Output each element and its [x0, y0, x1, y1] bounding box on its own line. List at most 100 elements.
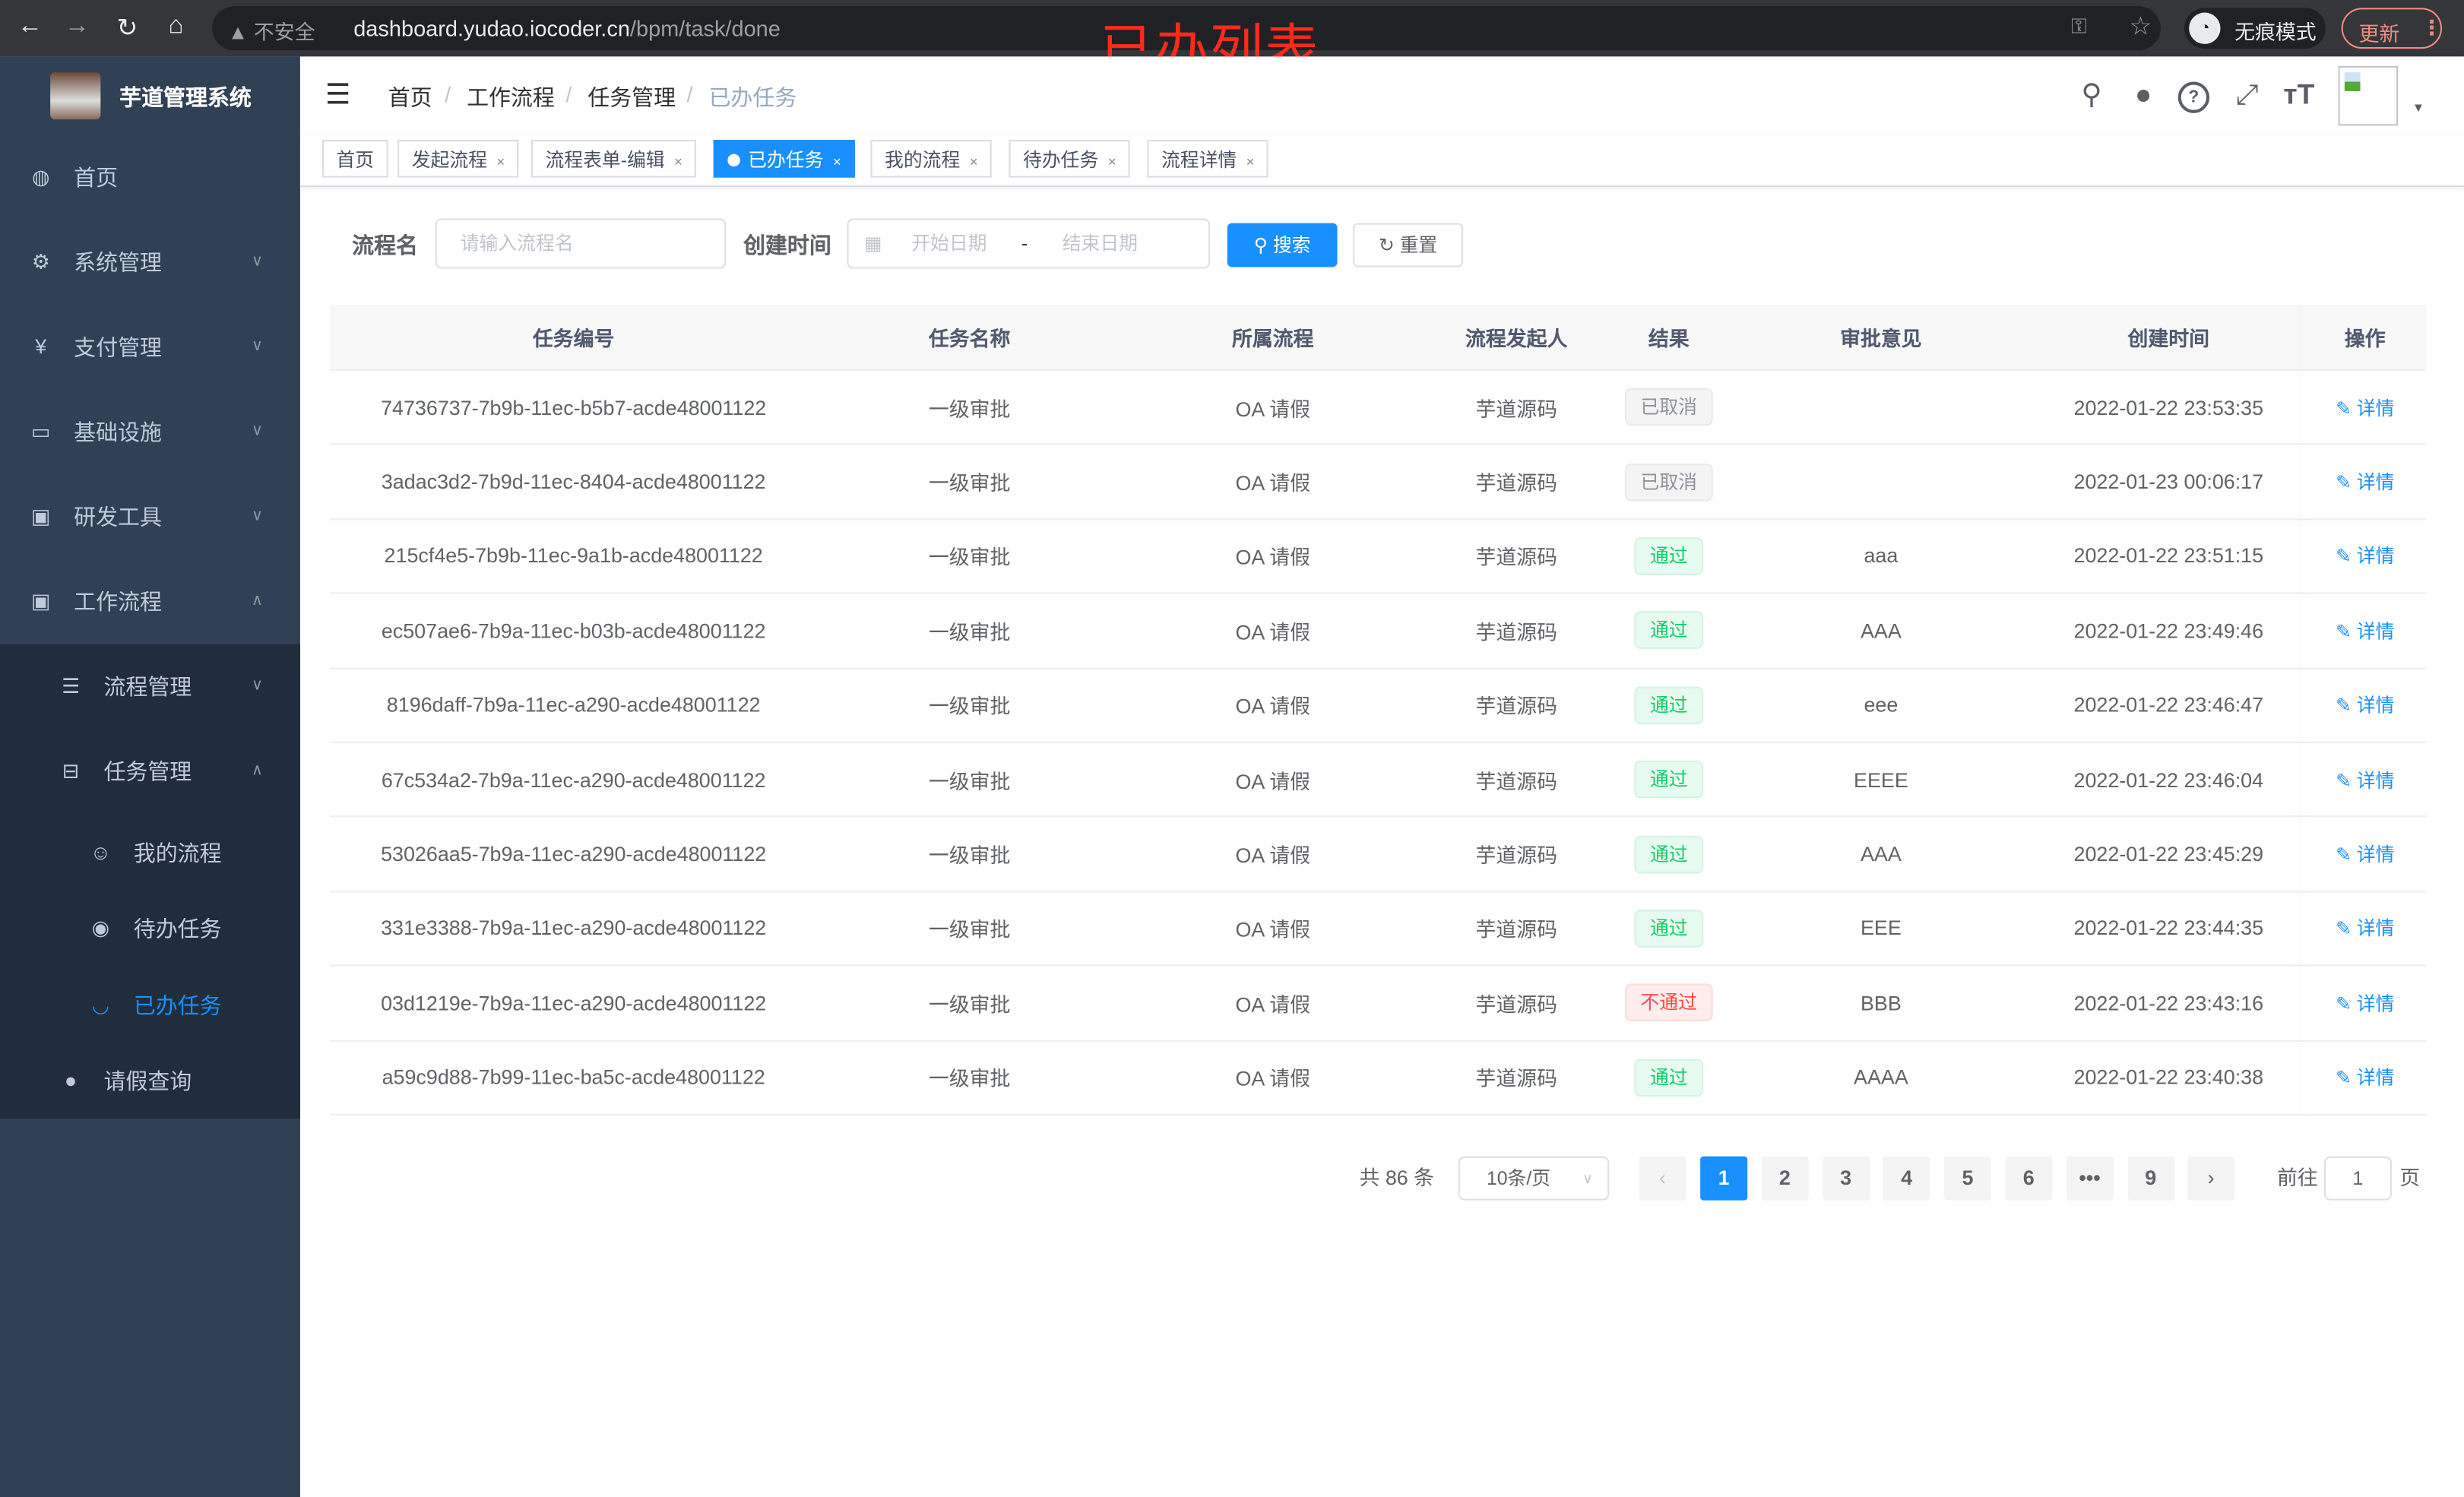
font-size-icon[interactable]: ᴛT	[2283, 78, 2315, 110]
page-button[interactable]: 3	[1822, 1156, 1870, 1201]
page-button[interactable]: 1	[1700, 1156, 1748, 1201]
fixed-column-shadow	[2304, 305, 2305, 1116]
sidebar-item-10[interactable]: ◡ 已办任务	[0, 968, 300, 1043]
page-size-select[interactable]: 10条/页 ∨	[1458, 1156, 1610, 1201]
search-button[interactable]: ⚲ 搜索	[1227, 223, 1338, 267]
page-button[interactable]: 9	[2127, 1156, 2174, 1201]
prev-page-button[interactable]: ‹	[1639, 1156, 1686, 1201]
key-icon[interactable]: ⚿	[2071, 14, 2087, 38]
user-icon: ●	[64, 1068, 78, 1092]
tag-2[interactable]: 流程表单-编辑 ×	[530, 140, 697, 178]
comment-text: EEEE	[1854, 767, 1908, 792]
forward-icon[interactable]: →	[64, 12, 90, 40]
more-icon[interactable]: ⋮	[2421, 15, 2443, 40]
caret-down-icon[interactable]: ▼	[2412, 100, 2425, 115]
tags-view: 首页 发起流程 × 流程表单-编辑 × 已办任务 × 我的流程 × 待办任务 × 流程详情 ×	[299, 135, 2464, 188]
cell-time: 2022-01-22 23:49:46	[2033, 594, 2304, 667]
tag-6[interactable]: 流程详情 ×	[1147, 140, 1269, 178]
page-button[interactable]: 6	[2005, 1156, 2053, 1201]
search-button-label: 搜索	[1272, 234, 1311, 257]
update-button[interactable]: 更新 ⋮	[2341, 8, 2443, 49]
detail-link[interactable]: ✎ 详情	[2336, 840, 2394, 867]
detail-link[interactable]: ✎ 详情	[2336, 543, 2394, 569]
cell-time: 2022-01-22 23:46:47	[2033, 669, 2304, 742]
sidebar-item-6[interactable]: ☰ 流程管理 ∨	[0, 649, 300, 724]
close-icon[interactable]: ×	[496, 153, 505, 170]
breadcrumb-home[interactable]: 首页	[388, 84, 432, 110]
detail-link[interactable]: ✎ 详情	[2336, 1064, 2394, 1090]
search-icon[interactable]: ⚲	[2081, 78, 2102, 110]
close-icon[interactable]: ×	[1246, 153, 1255, 170]
sidebar-item-11[interactable]: ● 请假查询	[0, 1043, 300, 1119]
comment-text: eee	[1864, 693, 1899, 717]
active-dot-icon	[727, 153, 740, 167]
cell-process: OA 请假	[1122, 669, 1424, 742]
github-icon[interactable]: ●	[2134, 78, 2152, 110]
detail-link[interactable]: ✎ 详情	[2336, 617, 2394, 644]
tag-5[interactable]: 待办任务 ×	[1009, 140, 1131, 178]
reload-icon[interactable]: ↻	[116, 15, 138, 43]
process-name-input[interactable]: 请输入流程名	[435, 218, 727, 269]
end-date-input[interactable]: 结束日期	[1062, 233, 1138, 255]
breadcrumb-workflow[interactable]: 工作流程	[467, 84, 555, 110]
detail-link[interactable]: ✎ 详情	[2336, 692, 2394, 718]
date-range-picker[interactable]: ▦ 开始日期 - 结束日期	[847, 218, 1211, 269]
page-button[interactable]: 5	[1944, 1156, 1992, 1201]
star-icon[interactable]: ☆	[2129, 14, 2152, 41]
detail-link[interactable]: ✎ 详情	[2336, 468, 2394, 495]
more-pages-button[interactable]: •••	[2066, 1156, 2114, 1201]
eye-icon: ◉	[91, 916, 110, 940]
detail-link[interactable]: ✎ 详情	[2336, 394, 2394, 420]
page-button[interactable]: 4	[1883, 1156, 1930, 1201]
id-text: 215cf4e5-7b9b-11ec-9a1b-acde48001122	[384, 544, 763, 568]
home-icon[interactable]: ⌂	[168, 12, 184, 40]
fullscreen-icon[interactable]: ⤢	[2235, 78, 2259, 110]
detail-label: 详情	[2356, 918, 2395, 941]
next-page-button[interactable]: ›	[2187, 1156, 2235, 1201]
detail-link[interactable]: ✎ 详情	[2336, 989, 2394, 1016]
sidebar-item-1[interactable]: ⚙ 系统管理 ∨	[0, 225, 300, 300]
goto-page-input[interactable]: 1	[2323, 1156, 2392, 1201]
hamburger-icon[interactable]: ☰	[325, 78, 351, 110]
close-icon[interactable]: ×	[969, 153, 978, 170]
table-row: 53026aa5-7b9a-11ec-a290-acde48001122 一级审批…	[330, 818, 2427, 892]
sidebar-item-9[interactable]: ◉ 待办任务	[0, 891, 300, 966]
sidebar-item-0[interactable]: ◍ 首页	[0, 140, 300, 215]
sidebar-item-label: 流程管理	[103, 674, 192, 700]
name-text: 一级审批	[928, 1067, 1011, 1091]
tag-0[interactable]: 首页	[321, 140, 388, 178]
cell-result: 不通过	[1609, 967, 1728, 1040]
tag-4[interactable]: 我的流程 ×	[870, 140, 993, 178]
close-icon[interactable]: ×	[832, 153, 841, 170]
close-icon[interactable]: ×	[1107, 153, 1116, 170]
address-bar[interactable]: ▲ 不安全 dashboard.yudao.iocoder.cn/bpm/tas…	[212, 6, 2161, 51]
close-icon[interactable]: ×	[674, 153, 683, 170]
cell-name: 一级审批	[817, 520, 1122, 593]
detail-link[interactable]: ✎ 详情	[2336, 766, 2394, 793]
detail-link[interactable]: ✎ 详情	[2336, 915, 2394, 942]
sidebar-item-8[interactable]: ☺ 我的流程	[0, 815, 300, 891]
tag-3[interactable]: 已办任务 ×	[713, 140, 856, 178]
cell-name: 一级审批	[817, 445, 1122, 518]
sidebar-item-2[interactable]: ¥ 支付管理 ∨	[0, 309, 300, 385]
help-icon[interactable]: ?	[2177, 81, 2210, 113]
page-button[interactable]: 2	[1761, 1156, 1809, 1201]
user-avatar[interactable]	[2338, 65, 2399, 126]
process-text: OA 请假	[1235, 992, 1311, 1017]
tag-1[interactable]: 发起流程 ×	[397, 140, 519, 178]
process-text: OA 请假	[1235, 918, 1311, 942]
start-date-input[interactable]: 开始日期	[911, 233, 987, 255]
sidebar-item-5[interactable]: ▣ 工作流程 ∧	[0, 564, 300, 639]
breadcrumb-task-manage[interactable]: 任务管理	[587, 84, 676, 110]
list-icon: ☰	[61, 674, 81, 698]
result-badge: 通过	[1634, 910, 1704, 948]
back-icon[interactable]: ←	[17, 12, 43, 40]
security-warning[interactable]: ▲ 不安全	[228, 16, 315, 46]
yen-icon: ¥	[35, 334, 47, 359]
sidebar-item-7[interactable]: ⊟ 任务管理 ∧	[0, 734, 300, 809]
sidebar-item-4[interactable]: ▣ 研发工具 ∨	[0, 479, 300, 555]
incognito-badge[interactable]: ◔ 无痕模式	[2184, 8, 2326, 49]
reset-button[interactable]: ↻ 重置	[1353, 223, 1463, 267]
sidebar-item-3[interactable]: ▭ 基础设施 ∨	[0, 394, 300, 470]
table-row: 3adac3d2-7b9d-11ec-8404-acde48001122 一级审批…	[330, 445, 2427, 520]
